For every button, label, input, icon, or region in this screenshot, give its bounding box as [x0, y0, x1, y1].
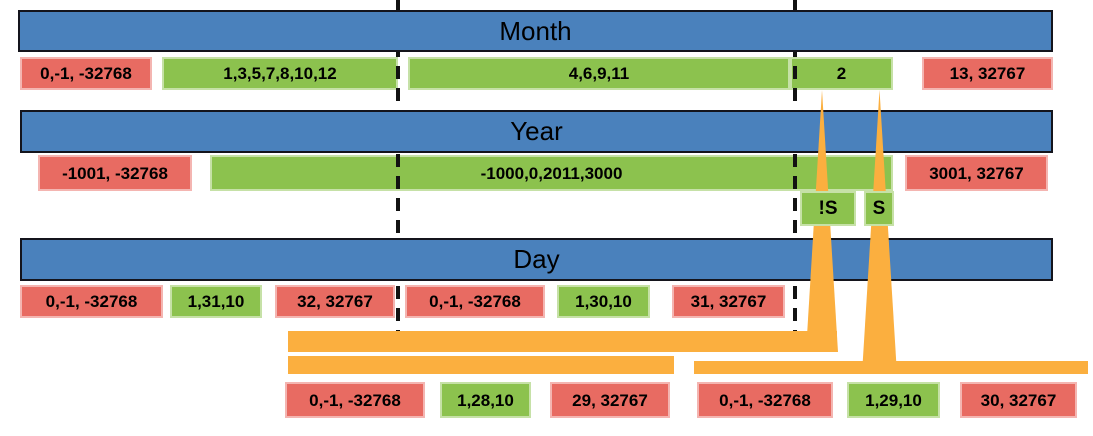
- year-valid-partition: -1000,0,2011,3000: [210, 155, 893, 191]
- year-bar: Year: [20, 110, 1053, 153]
- month-invalid-low-partition: 0,-1, -32768: [20, 57, 152, 90]
- feb28-invalid-low-partition: 0,-1, -32768: [285, 382, 425, 418]
- year-invalid-high-partition: 3001, 32767: [905, 155, 1048, 191]
- feb-nonleap-connector-band: [288, 331, 837, 352]
- year-invalid-low-partition: -1001, -32768: [38, 155, 192, 191]
- feb29-invalid-low-partition: 0,-1, -32768: [697, 382, 833, 418]
- feb29-invalid-high-partition: 30, 32767: [960, 382, 1077, 418]
- day30-invalid-low-partition: 0,-1, -32768: [405, 285, 545, 318]
- day30-invalid-high-partition: 31, 32767: [672, 285, 785, 318]
- partition-divider-line-left: [396, 0, 400, 331]
- partition-divider-line-right: [793, 0, 797, 331]
- not-leap-year-flag: !S: [800, 191, 856, 226]
- day-bar: Day: [20, 238, 1053, 281]
- feb28-invalid-high-partition: 29, 32767: [550, 382, 670, 418]
- day-bar-title: Day: [513, 244, 560, 274]
- month-valid-february-partition: 2: [790, 57, 893, 90]
- feb-leap-bar: [694, 361, 1088, 374]
- feb28-valid-partition: 1,28,10: [440, 382, 531, 418]
- day31-valid-partition: 1,31,10: [170, 285, 262, 318]
- month-invalid-high-partition: 13, 32767: [922, 57, 1053, 90]
- day31-invalid-low-partition: 0,-1, -32768: [20, 285, 163, 318]
- day31-invalid-high-partition: 32, 32767: [275, 285, 395, 318]
- leap-year-flag: S: [864, 191, 894, 226]
- month-bar-title: Month: [499, 15, 572, 46]
- feb29-valid-partition: 1,29,10: [847, 382, 940, 418]
- month-valid-30day-partition: 4,6,9,11: [408, 57, 790, 90]
- feb-nonleap-bar: [288, 356, 674, 374]
- year-bar-title: Year: [510, 116, 563, 146]
- day30-valid-partition: 1,30,10: [557, 285, 650, 318]
- month-bar: Month: [18, 10, 1053, 52]
- month-valid-31day-partition: 1,3,5,7,8,10,12: [162, 57, 398, 90]
